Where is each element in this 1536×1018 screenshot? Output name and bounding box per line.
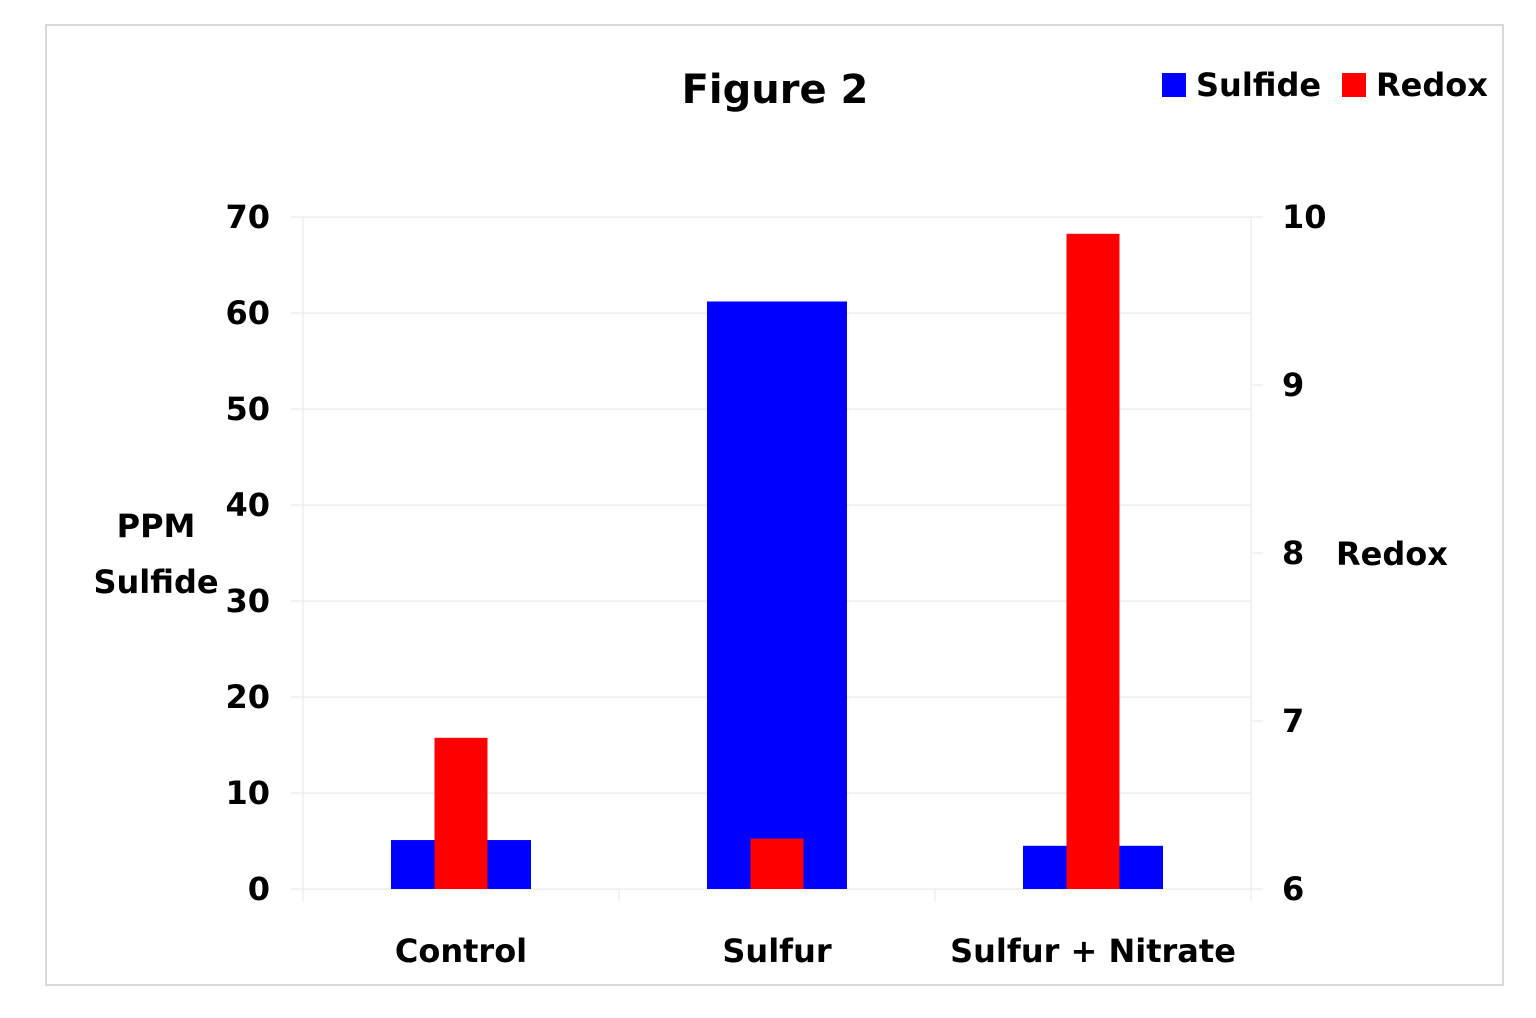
y-axis-label: Sulfide: [93, 563, 218, 601]
y2-tick-label: 8: [1282, 534, 1304, 572]
y-tick-label: 10: [225, 774, 270, 812]
bar: [707, 301, 847, 890]
y-tick-label: 40: [225, 486, 270, 524]
y2-tick-label: 10: [1282, 198, 1327, 236]
legend-swatch: [1162, 73, 1186, 97]
x-tick-label: Sulfur: [722, 932, 832, 970]
chart-title: Figure 2: [682, 67, 869, 113]
y2-tick-label: 6: [1282, 870, 1304, 908]
bar: [434, 737, 488, 889]
legend-swatch: [1342, 73, 1366, 97]
bar: [1066, 233, 1120, 890]
y-tick-label: 20: [225, 678, 270, 716]
y2-tick-label: 9: [1282, 366, 1304, 404]
x-tick-label: Sulfur + Nitrate: [950, 932, 1236, 970]
bar: [750, 838, 804, 889]
x-tick-label: Control: [395, 932, 527, 970]
legend-label: Sulfide: [1196, 66, 1321, 104]
y2-axis-label: Redox: [1336, 535, 1448, 573]
y2-tick-label: 7: [1282, 702, 1304, 740]
y-tick-label: 30: [225, 582, 270, 620]
legend-label: Redox: [1376, 66, 1488, 104]
y-tick-label: 70: [225, 198, 270, 236]
y-tick-label: 50: [225, 390, 270, 428]
y-tick-label: 60: [225, 294, 270, 332]
y-axis-label: PPM: [117, 507, 196, 545]
y-tick-label: 0: [248, 870, 270, 908]
